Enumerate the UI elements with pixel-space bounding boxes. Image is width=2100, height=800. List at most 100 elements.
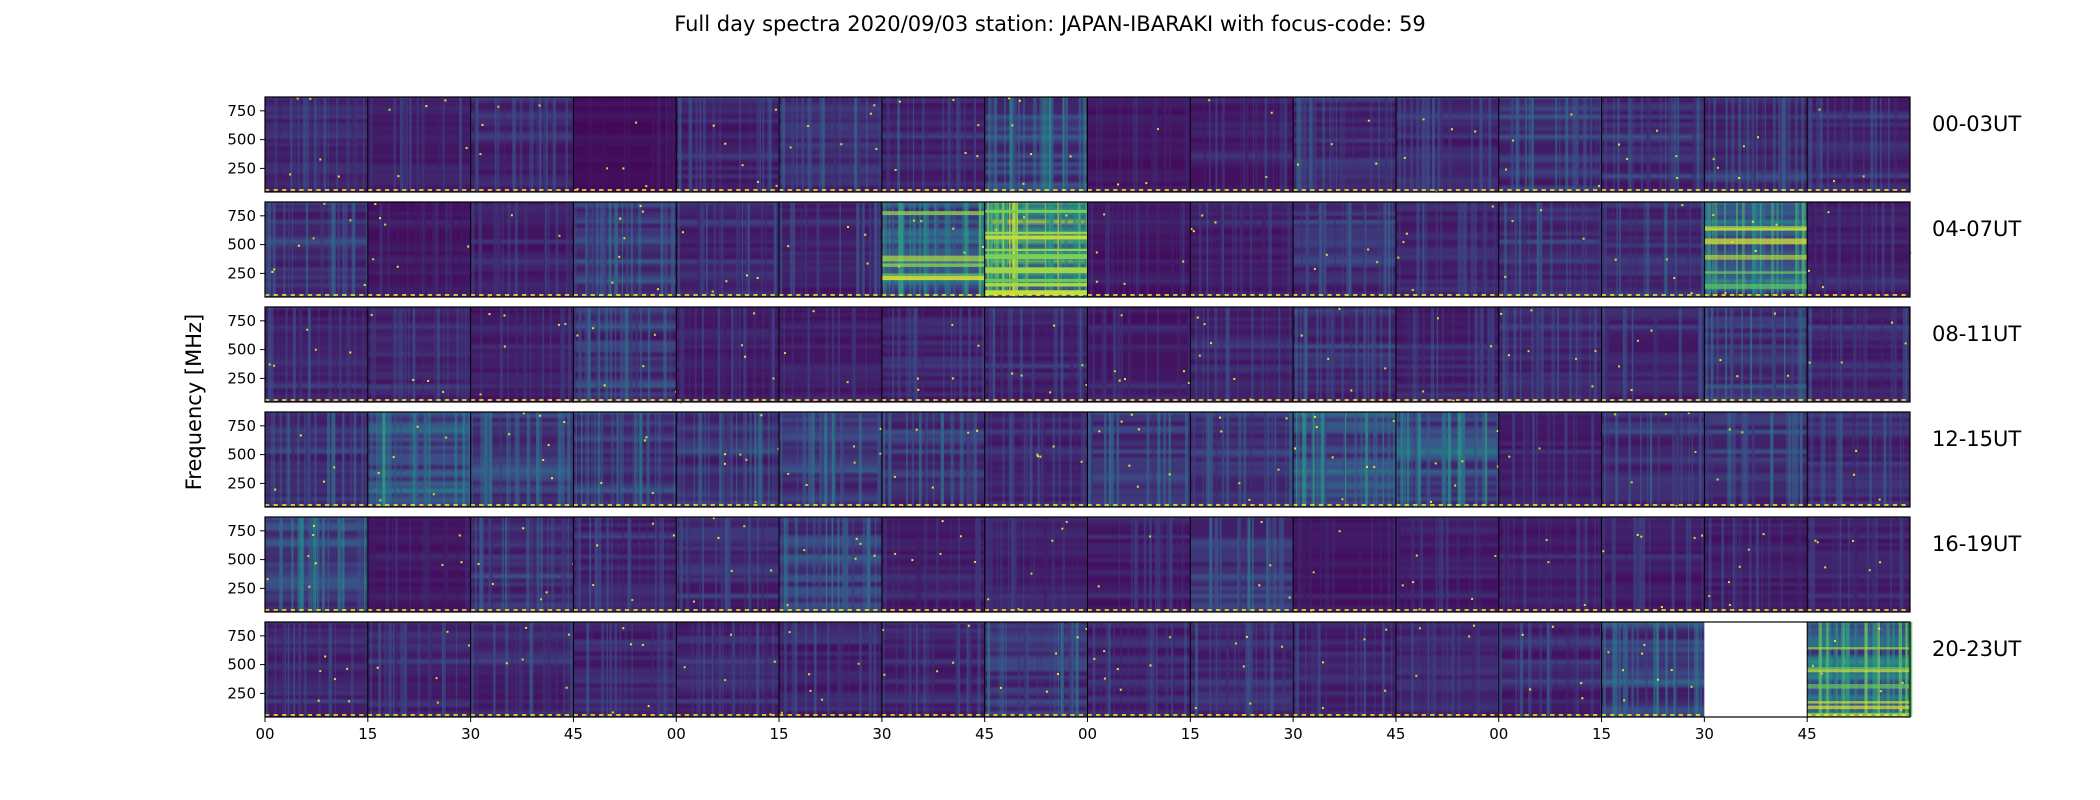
- interference-spike: [745, 274, 748, 277]
- time-streak: [1302, 517, 1307, 612]
- baseline-artefact: [1481, 609, 1486, 611]
- interference-spike: [1762, 533, 1765, 536]
- interference-spike: [1056, 673, 1059, 676]
- time-streak: [1127, 307, 1131, 402]
- baseline-artefact: [1001, 504, 1007, 506]
- time-streak: [744, 517, 746, 612]
- time-streak: [1129, 202, 1131, 297]
- time-streak: [1634, 202, 1638, 297]
- time-streak: [513, 412, 518, 507]
- baseline-artefact: [1096, 399, 1101, 401]
- time-streak: [1219, 622, 1221, 717]
- time-streak: [1812, 202, 1816, 297]
- baseline-artefact: [556, 189, 561, 191]
- baseline-artefact: [1644, 399, 1649, 401]
- baseline-artefact: [564, 504, 570, 506]
- time-streak: [1000, 307, 1004, 402]
- interference-spike: [491, 582, 494, 585]
- time-streak: [1249, 622, 1254, 717]
- time-streak: [630, 202, 633, 297]
- interference-spike: [1878, 498, 1881, 501]
- baseline-artefact: [1233, 504, 1238, 506]
- time-streak: [348, 307, 352, 402]
- baseline-artefact: [1464, 504, 1469, 506]
- baseline-artefact: [1481, 504, 1486, 506]
- baseline-artefact: [1284, 504, 1289, 506]
- baseline-artefact: [513, 399, 518, 401]
- time-streak: [1267, 412, 1270, 507]
- interference-spike: [314, 562, 317, 565]
- time-streak: [1345, 202, 1349, 297]
- baseline-artefact: [1687, 294, 1692, 296]
- time-streak: [1273, 517, 1277, 612]
- interference-spike: [392, 456, 395, 459]
- time-streak: [1025, 412, 1029, 507]
- time-streak: [1462, 622, 1466, 717]
- time-streak: [852, 307, 855, 402]
- time-streak: [542, 622, 547, 717]
- interference-spike: [445, 436, 448, 439]
- baseline-artefact: [1533, 714, 1538, 716]
- time-streak: [679, 307, 683, 402]
- time-streak: [304, 622, 307, 717]
- baseline-artefact: [916, 294, 921, 296]
- time-streak: [587, 412, 590, 507]
- baseline-artefact: [564, 714, 570, 716]
- baseline-artefact: [967, 399, 972, 401]
- time-streak: [487, 412, 490, 507]
- baseline-artefact: [410, 294, 415, 296]
- time-streak: [1444, 517, 1447, 612]
- time-streak: [1564, 412, 1567, 507]
- baseline-artefact: [1901, 504, 1906, 506]
- baseline-artefact: [1841, 504, 1846, 506]
- time-streak: [399, 622, 402, 717]
- time-streak: [1387, 517, 1391, 612]
- time-streak: [425, 517, 429, 612]
- baseline-artefact: [1558, 189, 1564, 191]
- time-streak: [328, 202, 330, 297]
- interference-spike: [592, 327, 595, 330]
- burst-band: [1704, 283, 1808, 289]
- time-streak: [399, 97, 404, 192]
- time-streak: [569, 517, 571, 612]
- time-streak: [1272, 97, 1275, 192]
- baseline-artefact: [1687, 504, 1692, 506]
- time-streak: [1569, 202, 1572, 297]
- time-streak: [357, 517, 361, 612]
- baseline-artefact: [1395, 294, 1401, 296]
- baseline-artefact: [273, 609, 278, 611]
- time-streak: [1004, 97, 1007, 192]
- interference-spike: [1738, 565, 1741, 568]
- baseline-artefact: [624, 294, 630, 296]
- baseline-artefact: [1747, 504, 1752, 506]
- baseline-artefact: [1027, 714, 1032, 716]
- time-streak: [1323, 202, 1327, 297]
- baseline-artefact: [1327, 294, 1332, 296]
- time-streak: [385, 517, 389, 612]
- time-streak: [1239, 517, 1242, 612]
- time-streak: [1330, 307, 1334, 402]
- baseline-artefact: [1361, 294, 1366, 296]
- time-streak: [677, 202, 681, 297]
- interference-spike: [1529, 688, 1532, 691]
- baseline-artefact: [1164, 609, 1169, 611]
- interference-spike: [432, 493, 435, 496]
- interference-spike: [1321, 707, 1324, 710]
- baseline-artefact: [659, 504, 664, 506]
- baseline-artefact: [821, 294, 827, 296]
- time-streak: [1412, 307, 1416, 402]
- baseline-artefact: [907, 399, 912, 401]
- time-streak: [781, 97, 786, 192]
- baseline-artefact: [1832, 714, 1838, 716]
- time-streak: [857, 97, 861, 192]
- time-streak: [1081, 97, 1085, 192]
- interference-spike: [859, 542, 862, 545]
- time-streak: [449, 202, 454, 297]
- time-streak: [412, 307, 416, 402]
- time-streak: [1566, 517, 1570, 612]
- x-tick-label: 45: [975, 725, 994, 743]
- interference-spike: [1450, 128, 1453, 131]
- time-streak: [1069, 622, 1072, 717]
- interference-spike: [1198, 354, 1201, 357]
- time-streak: [1164, 622, 1168, 717]
